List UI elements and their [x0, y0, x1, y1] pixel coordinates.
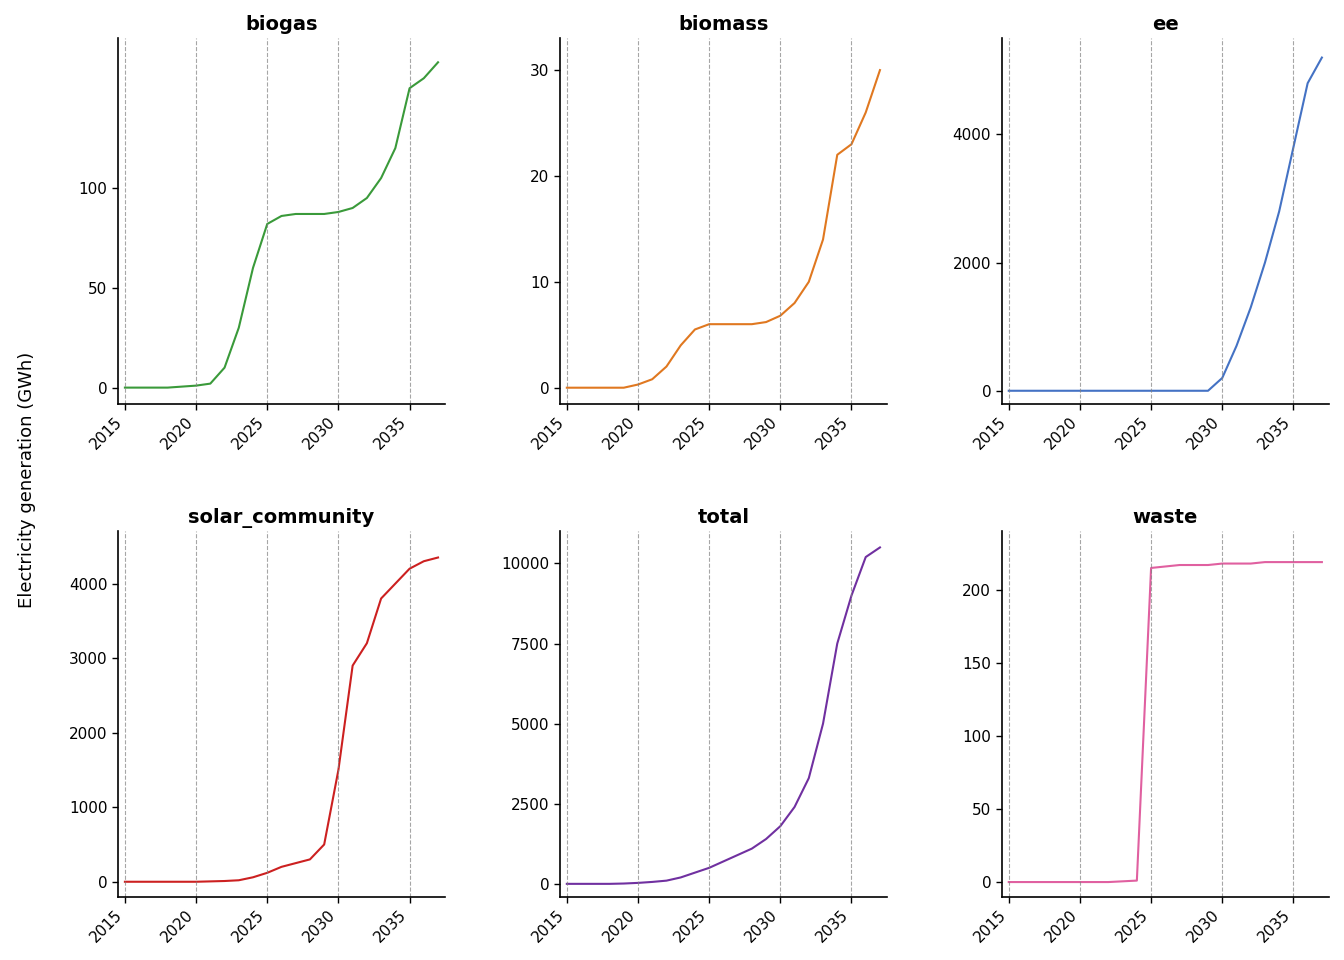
- Title: ee: ee: [1152, 15, 1179, 34]
- Title: waste: waste: [1133, 508, 1198, 527]
- Title: biogas: biogas: [245, 15, 317, 34]
- Title: biomass: biomass: [679, 15, 769, 34]
- Text: Electricity generation (GWh): Electricity generation (GWh): [17, 352, 36, 608]
- Title: solar_community: solar_community: [188, 508, 375, 528]
- Title: total: total: [698, 508, 750, 527]
